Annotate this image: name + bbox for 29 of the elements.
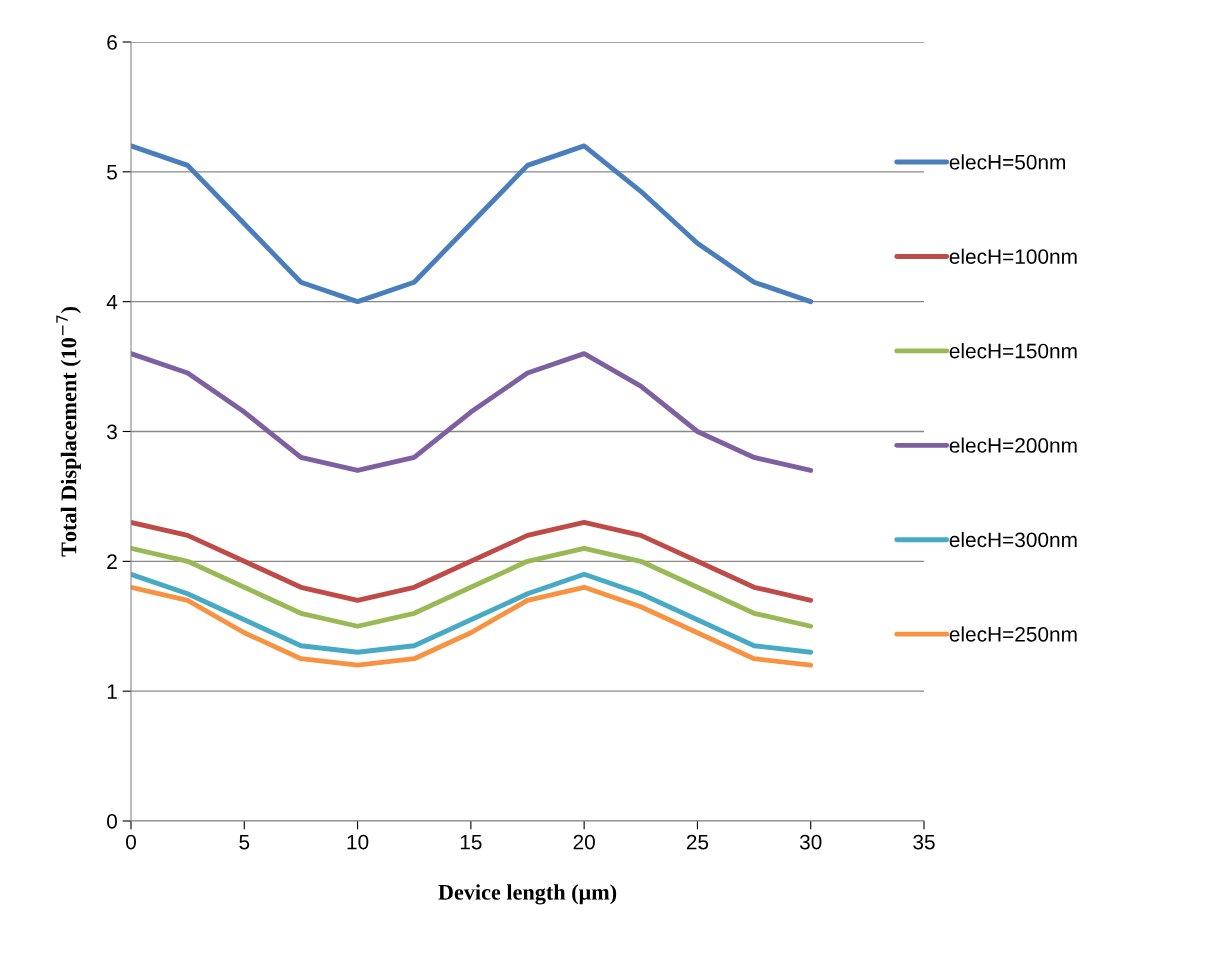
x-tick-label: 30	[799, 834, 822, 850]
line-series	[131, 351, 814, 473]
y-tick-label: 2	[107, 554, 117, 569]
line-series	[131, 571, 814, 655]
legend-label: elecH=150nm	[949, 343, 1077, 359]
y-tick-label: 5	[107, 165, 117, 180]
legend-label: elecH=50nm	[949, 154, 1065, 170]
legend-label: elecH=250nm	[949, 626, 1077, 642]
x-tick-label: 0	[126, 834, 136, 850]
legend-label: elecH=100nm	[949, 248, 1077, 264]
line-series	[131, 584, 814, 668]
legend-label: elecH=200nm	[949, 437, 1077, 453]
x-tick-label: 20	[573, 834, 595, 850]
x-axis-title: Device length (μm)	[438, 884, 617, 905]
line-series	[131, 545, 814, 629]
line-series	[131, 143, 814, 305]
y-tick-label: 3	[107, 424, 117, 440]
line-series	[131, 519, 814, 603]
x-tick-label: 35	[913, 834, 935, 850]
x-tick-label: 15	[460, 834, 482, 850]
y-tick-label: 1	[107, 684, 117, 699]
x-tick-label: 25	[686, 834, 709, 850]
x-tick-label: 10	[347, 834, 369, 850]
y-axis-title: Total Displacement (10$^{−7}$)	[56, 307, 81, 557]
legend-label: elecH=300nm	[949, 531, 1077, 548]
y-tick-label: 6	[107, 35, 117, 50]
x-tick-label: 5	[239, 834, 250, 850]
y-tick-label: 4	[106, 294, 118, 310]
y-tick-label: 0	[107, 814, 117, 829]
